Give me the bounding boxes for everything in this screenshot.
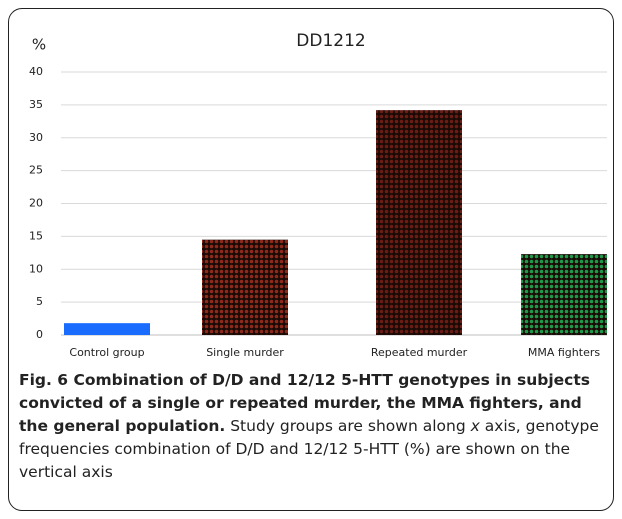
y-tick-label: 5: [36, 295, 43, 308]
y-tick-label: 15: [29, 229, 43, 242]
x-tick-label: MMA fighters: [528, 346, 600, 359]
y-tick-label: 10: [29, 262, 43, 275]
y-tick-label: 25: [29, 164, 43, 177]
caption: Fig. 6 Combination of D/D and 12/12 5-HT…: [19, 369, 603, 484]
y-tick-label: 35: [29, 98, 43, 111]
y-tick-label: 40: [29, 65, 43, 78]
y-tick-label: 20: [29, 197, 43, 210]
caption-text: Study groups are shown along: [230, 417, 471, 435]
bar: [376, 110, 462, 335]
caption-text: axis, genotype frequencies combination o…: [19, 417, 599, 481]
figure: DD1212 % 0 5 10 15 20 25 30 35 40 Control group Si…: [8, 8, 614, 511]
bar: [64, 323, 150, 335]
y-tick-label: 0: [36, 328, 43, 341]
bar: [202, 239, 288, 335]
x-tick-label: Single murder: [206, 346, 284, 359]
x-tick-label: Repeated murder: [371, 346, 468, 359]
chart: DD1212 % 0 5 10 15 20 25 30 35 40 Control group Si…: [29, 31, 607, 359]
chart-title: DD1212: [296, 31, 365, 51]
x-tick-label: Control group: [69, 346, 144, 359]
caption-italic: x: [470, 417, 480, 435]
y-tick-label: 30: [29, 131, 43, 144]
bar: [521, 254, 607, 335]
caption-bold: Fig. 6 Combination of D/D and 12/12 5-HT…: [19, 371, 590, 435]
y-axis-label: %: [32, 36, 46, 54]
